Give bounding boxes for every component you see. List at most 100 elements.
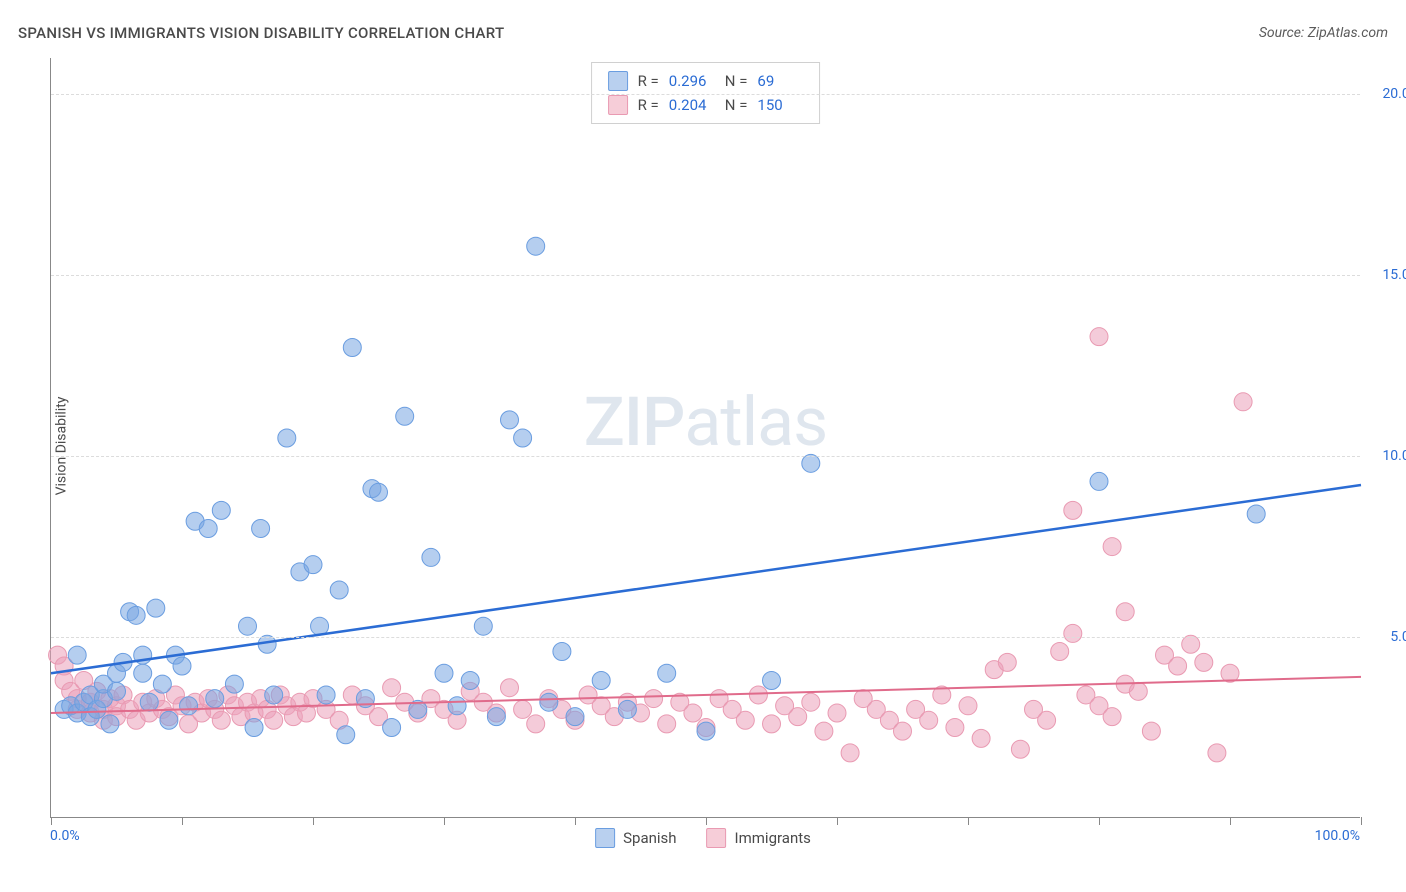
legend-n-label: N =	[725, 93, 748, 117]
data-point	[749, 686, 767, 704]
data-point	[763, 715, 781, 733]
legend-r-label: R =	[638, 93, 659, 117]
data-point	[134, 664, 152, 682]
data-point	[1208, 744, 1226, 762]
data-point	[1038, 711, 1056, 729]
x-tick	[1099, 817, 1100, 825]
legend-n-label: N =	[725, 69, 748, 93]
data-point	[592, 671, 610, 689]
data-point	[1195, 653, 1213, 671]
data-point	[160, 711, 178, 729]
data-point	[337, 726, 355, 744]
x-axis-min-label: 0.0%	[50, 828, 80, 844]
x-tick	[51, 817, 52, 825]
legend-r-value: 0.296	[669, 69, 715, 93]
legend-swatch	[608, 71, 628, 91]
legend-series-label: Immigrants	[735, 829, 811, 847]
gridline	[51, 94, 1360, 95]
data-point	[1090, 472, 1108, 490]
data-point	[317, 686, 335, 704]
data-point	[658, 715, 676, 733]
legend-series: SpanishImmigrants	[595, 828, 811, 848]
legend-n-value: 69	[757, 69, 803, 93]
data-point	[304, 556, 322, 574]
data-point	[101, 715, 119, 733]
data-point	[1064, 624, 1082, 642]
legend-swatch	[608, 95, 628, 115]
data-point	[946, 719, 964, 737]
gridline	[51, 275, 1360, 276]
data-point	[383, 679, 401, 697]
data-point	[487, 708, 505, 726]
data-point	[474, 617, 492, 635]
data-point	[815, 722, 833, 740]
data-point	[1051, 643, 1069, 661]
data-point	[225, 675, 243, 693]
x-tick	[837, 817, 838, 825]
data-point	[959, 697, 977, 715]
data-point	[920, 711, 938, 729]
data-point	[206, 690, 224, 708]
data-point	[1103, 538, 1121, 556]
data-point	[501, 411, 519, 429]
legend-correlation-row: R =0.204N =150	[608, 93, 804, 117]
x-tick	[706, 817, 707, 825]
data-point	[1142, 722, 1160, 740]
data-point	[736, 711, 754, 729]
data-point	[684, 704, 702, 722]
data-point	[252, 519, 270, 537]
data-point	[514, 700, 532, 718]
y-tick-label: 10.0%	[1382, 448, 1406, 464]
data-point	[422, 548, 440, 566]
data-point	[1011, 740, 1029, 758]
data-point	[68, 646, 86, 664]
data-point	[540, 693, 558, 711]
data-point	[1234, 393, 1252, 411]
x-tick	[182, 817, 183, 825]
y-tick-label: 20.0%	[1382, 86, 1406, 102]
data-point	[448, 697, 466, 715]
data-point	[972, 729, 990, 747]
legend-r-label: R =	[638, 69, 659, 93]
data-point	[527, 237, 545, 255]
chart-title: SPANISH VS IMMIGRANTS VISION DISABILITY …	[18, 24, 504, 42]
data-point	[180, 697, 198, 715]
data-point	[841, 744, 859, 762]
data-point	[1103, 708, 1121, 726]
data-point	[239, 617, 257, 635]
legend-correlation: R =0.296N =69R =0.204N =150	[591, 62, 821, 124]
legend-correlation-row: R = 0.296 N = 69	[608, 69, 804, 93]
data-point	[802, 693, 820, 711]
x-tick	[444, 817, 445, 825]
data-point	[147, 599, 165, 617]
data-point	[1129, 682, 1147, 700]
legend-series-item: Immigrants	[707, 828, 811, 848]
data-point	[311, 617, 329, 635]
x-tick	[968, 817, 969, 825]
data-point	[894, 722, 912, 740]
data-point	[199, 519, 217, 537]
data-point	[1247, 505, 1265, 523]
data-point	[140, 693, 158, 711]
x-tick	[313, 817, 314, 825]
y-tick-label: 5.0%	[1390, 629, 1406, 645]
data-point	[461, 671, 479, 689]
legend-r-value: 0.204	[669, 93, 715, 117]
data-point	[153, 675, 171, 693]
data-point	[173, 657, 191, 675]
data-point	[127, 606, 145, 624]
data-point	[278, 429, 296, 447]
x-tick	[1361, 817, 1362, 825]
data-point	[370, 483, 388, 501]
x-tick	[575, 817, 576, 825]
legend-swatch	[707, 828, 727, 848]
data-point	[383, 719, 401, 737]
data-point	[396, 407, 414, 425]
data-point	[789, 708, 807, 726]
data-point	[1090, 328, 1108, 346]
data-point	[501, 679, 519, 697]
data-point	[212, 501, 230, 519]
data-point	[435, 664, 453, 682]
data-point	[1064, 501, 1082, 519]
gridline	[51, 456, 1360, 457]
